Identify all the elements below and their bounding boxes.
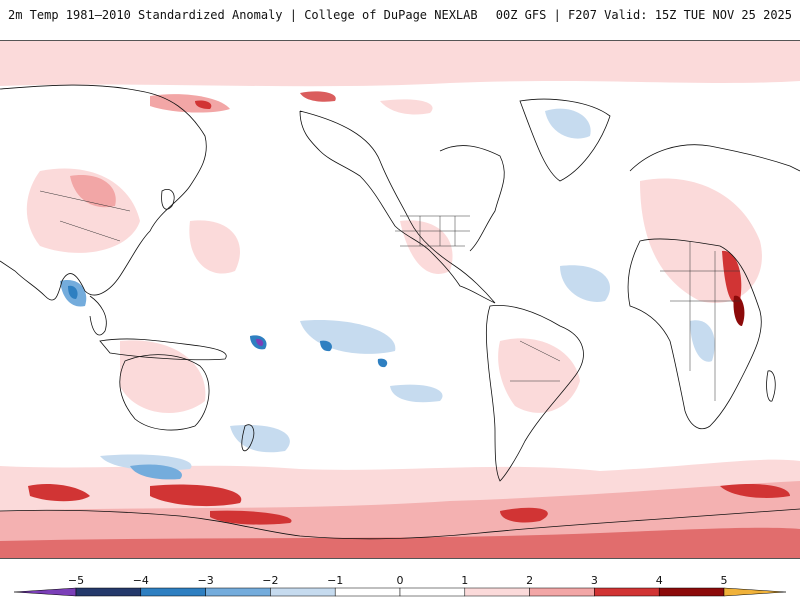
anomaly-greenland-cool [545,108,591,139]
anomaly-north-polar-belt [0,41,800,87]
colorbar-strip [13,587,787,597]
coast-asia [0,84,207,301]
anomaly-arctic-light-1 [380,99,433,115]
anomaly-africa-cool [690,320,715,362]
coast-europe [629,144,800,172]
colorbar-tick-label: 5 [720,574,728,587]
anomaly-map [0,40,800,559]
colorbar-bin [529,587,595,597]
coast-japan [161,189,175,210]
colorbar-tick-label: −3 [197,574,214,587]
header: 2m Temp 1981–2010 Standardized Anomaly |… [0,0,800,32]
colorbar-tick-label: 3 [590,574,598,587]
colorbar-tick-label: 1 [461,574,469,587]
colorbar-tick-label: −5 [67,574,85,587]
map-title: 2m Temp 1981–2010 Standardized Anomaly |… [8,8,478,22]
colorbar-tick-label: 2 [526,574,534,587]
anomaly-tropical-cool-3 [377,358,388,368]
anomaly-antarctic-strong-3 [210,510,292,525]
anomaly-arctic-strong-2 [195,100,212,109]
coast-antarctica [0,508,800,540]
anomaly-atlantic-cool [560,265,610,302]
anomaly-pacific-cool-2 [230,425,290,453]
coastlines [0,84,800,540]
anomaly-antarctic-strong-6 [0,527,800,558]
colorbar-bin [334,587,401,597]
colorbar-bin [75,587,142,597]
colorbar-bin [205,587,271,597]
anomaly-antarctic-strong-2 [150,484,242,507]
anomaly-antarctic-strong-4 [500,507,548,523]
model-run-label: 00Z GFS | F207 Valid: 15Z TUE NOV 25 202… [495,8,792,22]
colorbar [0,568,800,600]
colorbar-bin [270,587,336,597]
anomaly-india-cool-core [68,285,78,299]
colorbar-tick-label: 4 [655,574,663,587]
anomaly-east-africa-core-2 [733,295,745,326]
coast-indonesia [99,338,227,361]
anomaly-south-america-warm [498,338,580,413]
anomaly-antarctic-cool [130,464,182,480]
anomaly-antarctic-strong-5 [720,484,790,498]
colorbar-bin [140,587,206,597]
colorbar-tick-label: −1 [327,574,344,587]
anomaly-europe-warm [640,178,762,303]
coast-africa [627,238,762,430]
coast-madagascar [766,370,776,402]
country-borders [39,190,740,401]
anomaly-tropical-cool-core [256,338,264,346]
colorbar-extend-high [723,587,787,597]
coast-australia [119,354,210,431]
anomaly-pacific-warm-1 [189,220,240,274]
anomaly-antarctic-strong-1 [28,484,90,502]
anomaly-east-africa-core-1 [722,250,742,304]
map-canvas [0,41,800,558]
coast-southeast-asia [89,295,107,336]
anomaly-pacific-cool-1 [300,320,396,354]
anomaly-asia-warm-core [70,175,116,208]
colorbar-bin [399,587,466,597]
colorbar-extend-low [13,587,77,597]
anomaly-arctic-strong-3 [300,91,336,102]
colorbar-tick-label: −2 [262,574,279,587]
anomaly-tropical-cool-2 [320,340,332,352]
anomaly-australia-warm [120,340,206,413]
coast-north-america [299,110,496,304]
coast-greenland [519,98,611,182]
anomaly-south-ocean-cool [100,454,192,471]
colorbar-bin [464,587,530,597]
colorbar-tick-label: 0 [396,574,404,587]
coast-north-america-east [439,145,505,252]
coast-south-america [485,305,584,482]
colorbar-bin [594,587,660,597]
colorbar-tick-label: −4 [132,574,149,587]
coast-new-zealand [241,424,255,452]
colorbar-bin [658,587,725,597]
anomaly-south-ocean-cool-2 [390,384,443,403]
